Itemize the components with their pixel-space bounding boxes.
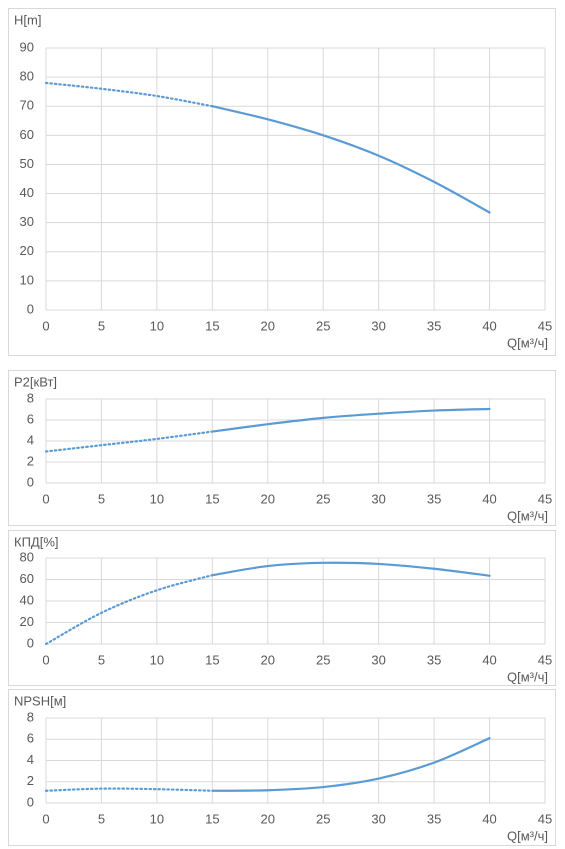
y-tick-label: 10 bbox=[20, 272, 34, 287]
x-tick-label: 40 bbox=[482, 491, 496, 506]
curve bbox=[211, 561, 491, 577]
x-tick-label: 5 bbox=[98, 652, 105, 667]
panel bbox=[8, 689, 556, 846]
y-tick-label: 80 bbox=[20, 549, 34, 564]
y-axis-title: H[m] bbox=[14, 12, 41, 27]
x-tick-label: 15 bbox=[205, 652, 219, 667]
y-axis-title: P2[кВт] bbox=[14, 374, 57, 389]
curve bbox=[44, 574, 214, 646]
x-tick-label: 20 bbox=[261, 491, 275, 506]
y-axis-title: КПД[%] bbox=[14, 534, 59, 549]
x-tick-label: 15 bbox=[205, 491, 219, 506]
y-tick-label: 90 bbox=[20, 39, 34, 54]
y-tick-label: 40 bbox=[20, 185, 34, 200]
y-tick-label: 50 bbox=[20, 156, 34, 171]
y-tick-label: 20 bbox=[20, 614, 34, 629]
x-tick-label: 35 bbox=[427, 318, 441, 333]
x-tick-label: 30 bbox=[371, 318, 385, 333]
x-axis-title: Q[м³/ч] bbox=[507, 508, 548, 523]
y-tick-label: 30 bbox=[20, 214, 34, 229]
y-tick-label: 20 bbox=[20, 243, 34, 258]
x-tick-label: 40 bbox=[482, 318, 496, 333]
x-axis-title: Q[м³/ч] bbox=[507, 828, 548, 843]
y-tick-label: 6 bbox=[27, 731, 34, 746]
x-tick-label: 45 bbox=[538, 652, 552, 667]
x-tick-label: 15 bbox=[205, 811, 219, 826]
x-tick-label: 10 bbox=[150, 318, 164, 333]
x-tick-label: 25 bbox=[316, 318, 330, 333]
y-tick-label: 0 bbox=[27, 301, 34, 316]
y-tick-label: 8 bbox=[27, 709, 34, 724]
y-tick-label: 60 bbox=[20, 571, 34, 586]
panel bbox=[8, 8, 556, 356]
x-tick-label: 10 bbox=[150, 811, 164, 826]
y-tick-label: 0 bbox=[27, 794, 34, 809]
curve bbox=[44, 787, 214, 792]
y-tick-label: 2 bbox=[27, 773, 34, 788]
x-tick-label: 5 bbox=[98, 318, 105, 333]
y-tick-label: 80 bbox=[20, 69, 34, 84]
x-tick-label: 25 bbox=[316, 811, 330, 826]
x-tick-label: 30 bbox=[371, 811, 385, 826]
x-tick-label: 35 bbox=[427, 811, 441, 826]
x-tick-label: 45 bbox=[538, 811, 552, 826]
x-axis-title: Q[м³/ч] bbox=[507, 335, 548, 350]
curve bbox=[44, 430, 214, 453]
curve bbox=[211, 737, 491, 792]
x-tick-label: 45 bbox=[538, 318, 552, 333]
curve bbox=[44, 81, 214, 108]
y-tick-label: 0 bbox=[27, 474, 34, 489]
y-tick-label: 6 bbox=[27, 411, 34, 426]
y-axis-title: NPSH[м] bbox=[14, 693, 66, 708]
x-tick-label: 0 bbox=[42, 811, 49, 826]
x-tick-label: 0 bbox=[42, 491, 49, 506]
y-tick-label: 4 bbox=[27, 752, 34, 767]
x-tick-label: 5 bbox=[98, 491, 105, 506]
curve bbox=[211, 105, 491, 214]
y-tick-label: 8 bbox=[27, 390, 34, 405]
x-tick-label: 20 bbox=[261, 318, 275, 333]
x-tick-label: 40 bbox=[482, 652, 496, 667]
x-tick-label: 30 bbox=[371, 652, 385, 667]
y-tick-label: 60 bbox=[20, 127, 34, 142]
panel bbox=[8, 530, 556, 686]
x-tick-label: 25 bbox=[316, 652, 330, 667]
x-tick-label: 20 bbox=[261, 811, 275, 826]
curve bbox=[211, 407, 491, 433]
x-tick-label: 10 bbox=[150, 652, 164, 667]
x-tick-label: 45 bbox=[538, 491, 552, 506]
y-tick-label: 40 bbox=[20, 592, 34, 607]
y-tick-label: 4 bbox=[27, 432, 34, 447]
y-tick-label: 70 bbox=[20, 98, 34, 113]
x-tick-label: 35 bbox=[427, 491, 441, 506]
x-tick-label: 40 bbox=[482, 811, 496, 826]
x-tick-label: 10 bbox=[150, 491, 164, 506]
x-tick-label: 0 bbox=[42, 318, 49, 333]
x-tick-label: 15 bbox=[205, 318, 219, 333]
x-axis-title: Q[м³/ч] bbox=[507, 669, 548, 684]
x-tick-label: 25 bbox=[316, 491, 330, 506]
x-tick-label: 30 bbox=[371, 491, 385, 506]
y-tick-label: 2 bbox=[27, 453, 34, 468]
x-tick-label: 0 bbox=[42, 652, 49, 667]
y-tick-label: 0 bbox=[27, 635, 34, 650]
x-tick-label: 35 bbox=[427, 652, 441, 667]
panel bbox=[8, 370, 556, 526]
x-tick-label: 20 bbox=[261, 652, 275, 667]
x-tick-label: 5 bbox=[98, 811, 105, 826]
